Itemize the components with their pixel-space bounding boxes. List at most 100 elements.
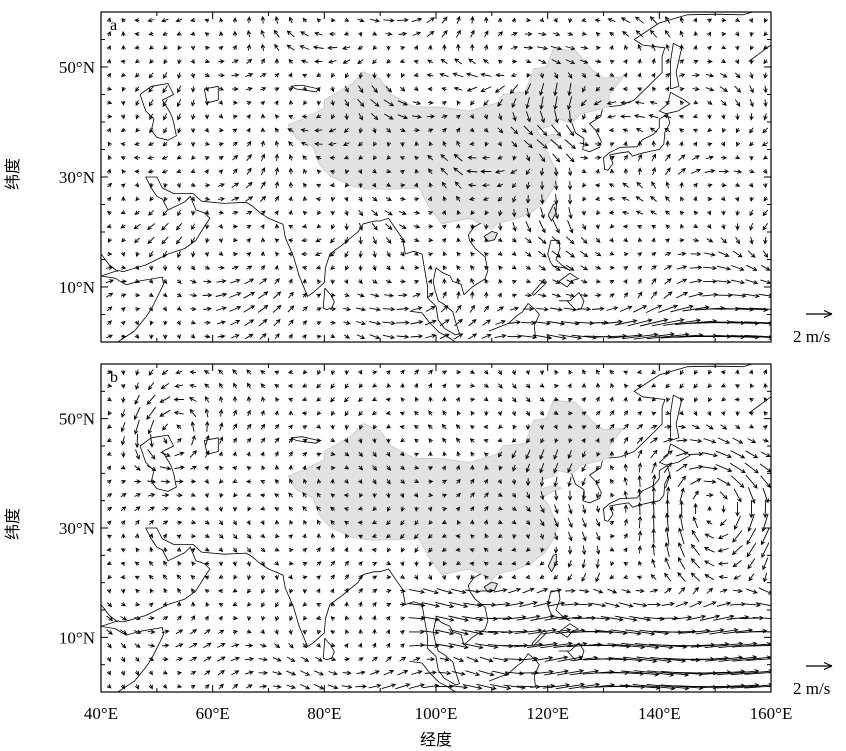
wind-vector: [637, 475, 642, 488]
wind-vector: [245, 684, 253, 689]
wind-vector: [386, 182, 392, 187]
wind-vector: [619, 305, 633, 312]
wind-vector: [400, 196, 406, 201]
wind-vector: [442, 127, 447, 133]
wind-vector: [344, 560, 350, 566]
wind-vector: [441, 209, 446, 215]
wind-vector: [525, 195, 531, 204]
wind-vector: [397, 100, 409, 106]
wind-vector: [371, 396, 377, 401]
wind-vector: [358, 279, 363, 285]
coastline-asia: [101, 527, 489, 686]
wind-vector: [637, 411, 643, 416]
wind-vector: [408, 602, 426, 608]
wind-vector: [550, 45, 563, 51]
wind-vector: [260, 153, 266, 162]
wind-vector: [414, 520, 419, 526]
coastline-mindanao: [558, 292, 585, 311]
wind-vector: [526, 154, 531, 162]
wind-vector: [664, 572, 672, 582]
wind-vector: [651, 237, 656, 243]
wind-vector: [651, 58, 656, 65]
wind-vector: [316, 642, 321, 648]
wind-vector: [370, 18, 380, 23]
wind-vector: [409, 629, 425, 635]
wind-vector: [480, 72, 492, 78]
wind-vector: [316, 321, 322, 326]
wind-vector: [762, 155, 768, 160]
wind-vector: [525, 278, 532, 284]
wind-vector: [554, 194, 559, 205]
wind-vector: [219, 465, 224, 471]
wind-vector: [428, 211, 434, 216]
wind-vector: [204, 114, 210, 120]
wind-vector: [230, 334, 240, 339]
wind-vector: [301, 656, 310, 662]
wind-vector: [344, 451, 350, 457]
wind-vector: [762, 438, 769, 443]
wind-vector: [511, 438, 517, 443]
wind-vector: [330, 383, 335, 389]
wind-vector: [218, 238, 223, 244]
wind-vector: [581, 128, 587, 133]
wind-vector: [707, 142, 713, 147]
wind-vector: [749, 127, 754, 134]
wind-vector: [762, 168, 768, 174]
wind-vector: [539, 96, 544, 110]
wind-vector: [133, 407, 141, 421]
wind-vector: [428, 182, 433, 188]
wind-vector: [665, 224, 671, 230]
wind-vector: [399, 128, 406, 133]
wind-vector: [147, 629, 156, 635]
wind-vector: [121, 265, 127, 270]
wind-vector: [525, 265, 532, 270]
wind-vector: [497, 533, 503, 538]
wind-vector: [386, 438, 391, 444]
wind-vector: [680, 196, 685, 202]
wind-vector: [706, 155, 714, 160]
wind-vector: [595, 45, 601, 51]
wind-vector: [315, 156, 322, 161]
wind-vector: [161, 643, 170, 648]
wind-vector: [519, 334, 538, 340]
wind-vector: [695, 628, 725, 635]
wind-vector: [368, 321, 382, 326]
wind-vector: [508, 587, 522, 594]
wind-vector: [440, 58, 448, 64]
wind-vector: [647, 602, 662, 607]
wind-vector: [629, 615, 652, 622]
wind-vector: [428, 44, 433, 50]
wind-vector: [107, 114, 113, 119]
wind-vector: [595, 545, 601, 555]
wind-vector: [623, 72, 628, 78]
wind-vector: [399, 602, 406, 607]
wind-vector: [679, 383, 684, 389]
wind-vector: [663, 318, 702, 326]
wind-vector: [133, 629, 142, 634]
wind-vector: [120, 142, 126, 147]
wind-vector: [371, 182, 377, 188]
wind-vector: [441, 574, 447, 581]
wind-vector: [385, 628, 391, 634]
wind-vector: [707, 114, 712, 120]
x-axis-tick-labels: 40°E 60°E 80°E 100°E 120°E 140°E 160°E: [84, 704, 792, 723]
wind-vector: [147, 18, 155, 23]
wind-vector: [260, 167, 266, 176]
coastline-africa: [101, 275, 164, 342]
wind-vector: [344, 210, 349, 217]
wind-vector: [289, 588, 294, 594]
wind-vector: [689, 265, 703, 270]
wind-vector: [456, 237, 461, 243]
wind-vector: [382, 320, 396, 326]
wind-vector: [636, 436, 644, 444]
wind-vector: [595, 155, 602, 160]
wind-vector: [567, 490, 573, 501]
wind-vector: [396, 320, 410, 325]
wind-vector: [537, 124, 548, 137]
wind-vector: [567, 545, 573, 555]
wind-vector: [567, 559, 573, 568]
wind-vector: [372, 588, 378, 594]
wind-vector: [609, 223, 615, 229]
wind-vector: [721, 18, 727, 23]
wind-vector: [620, 100, 631, 106]
